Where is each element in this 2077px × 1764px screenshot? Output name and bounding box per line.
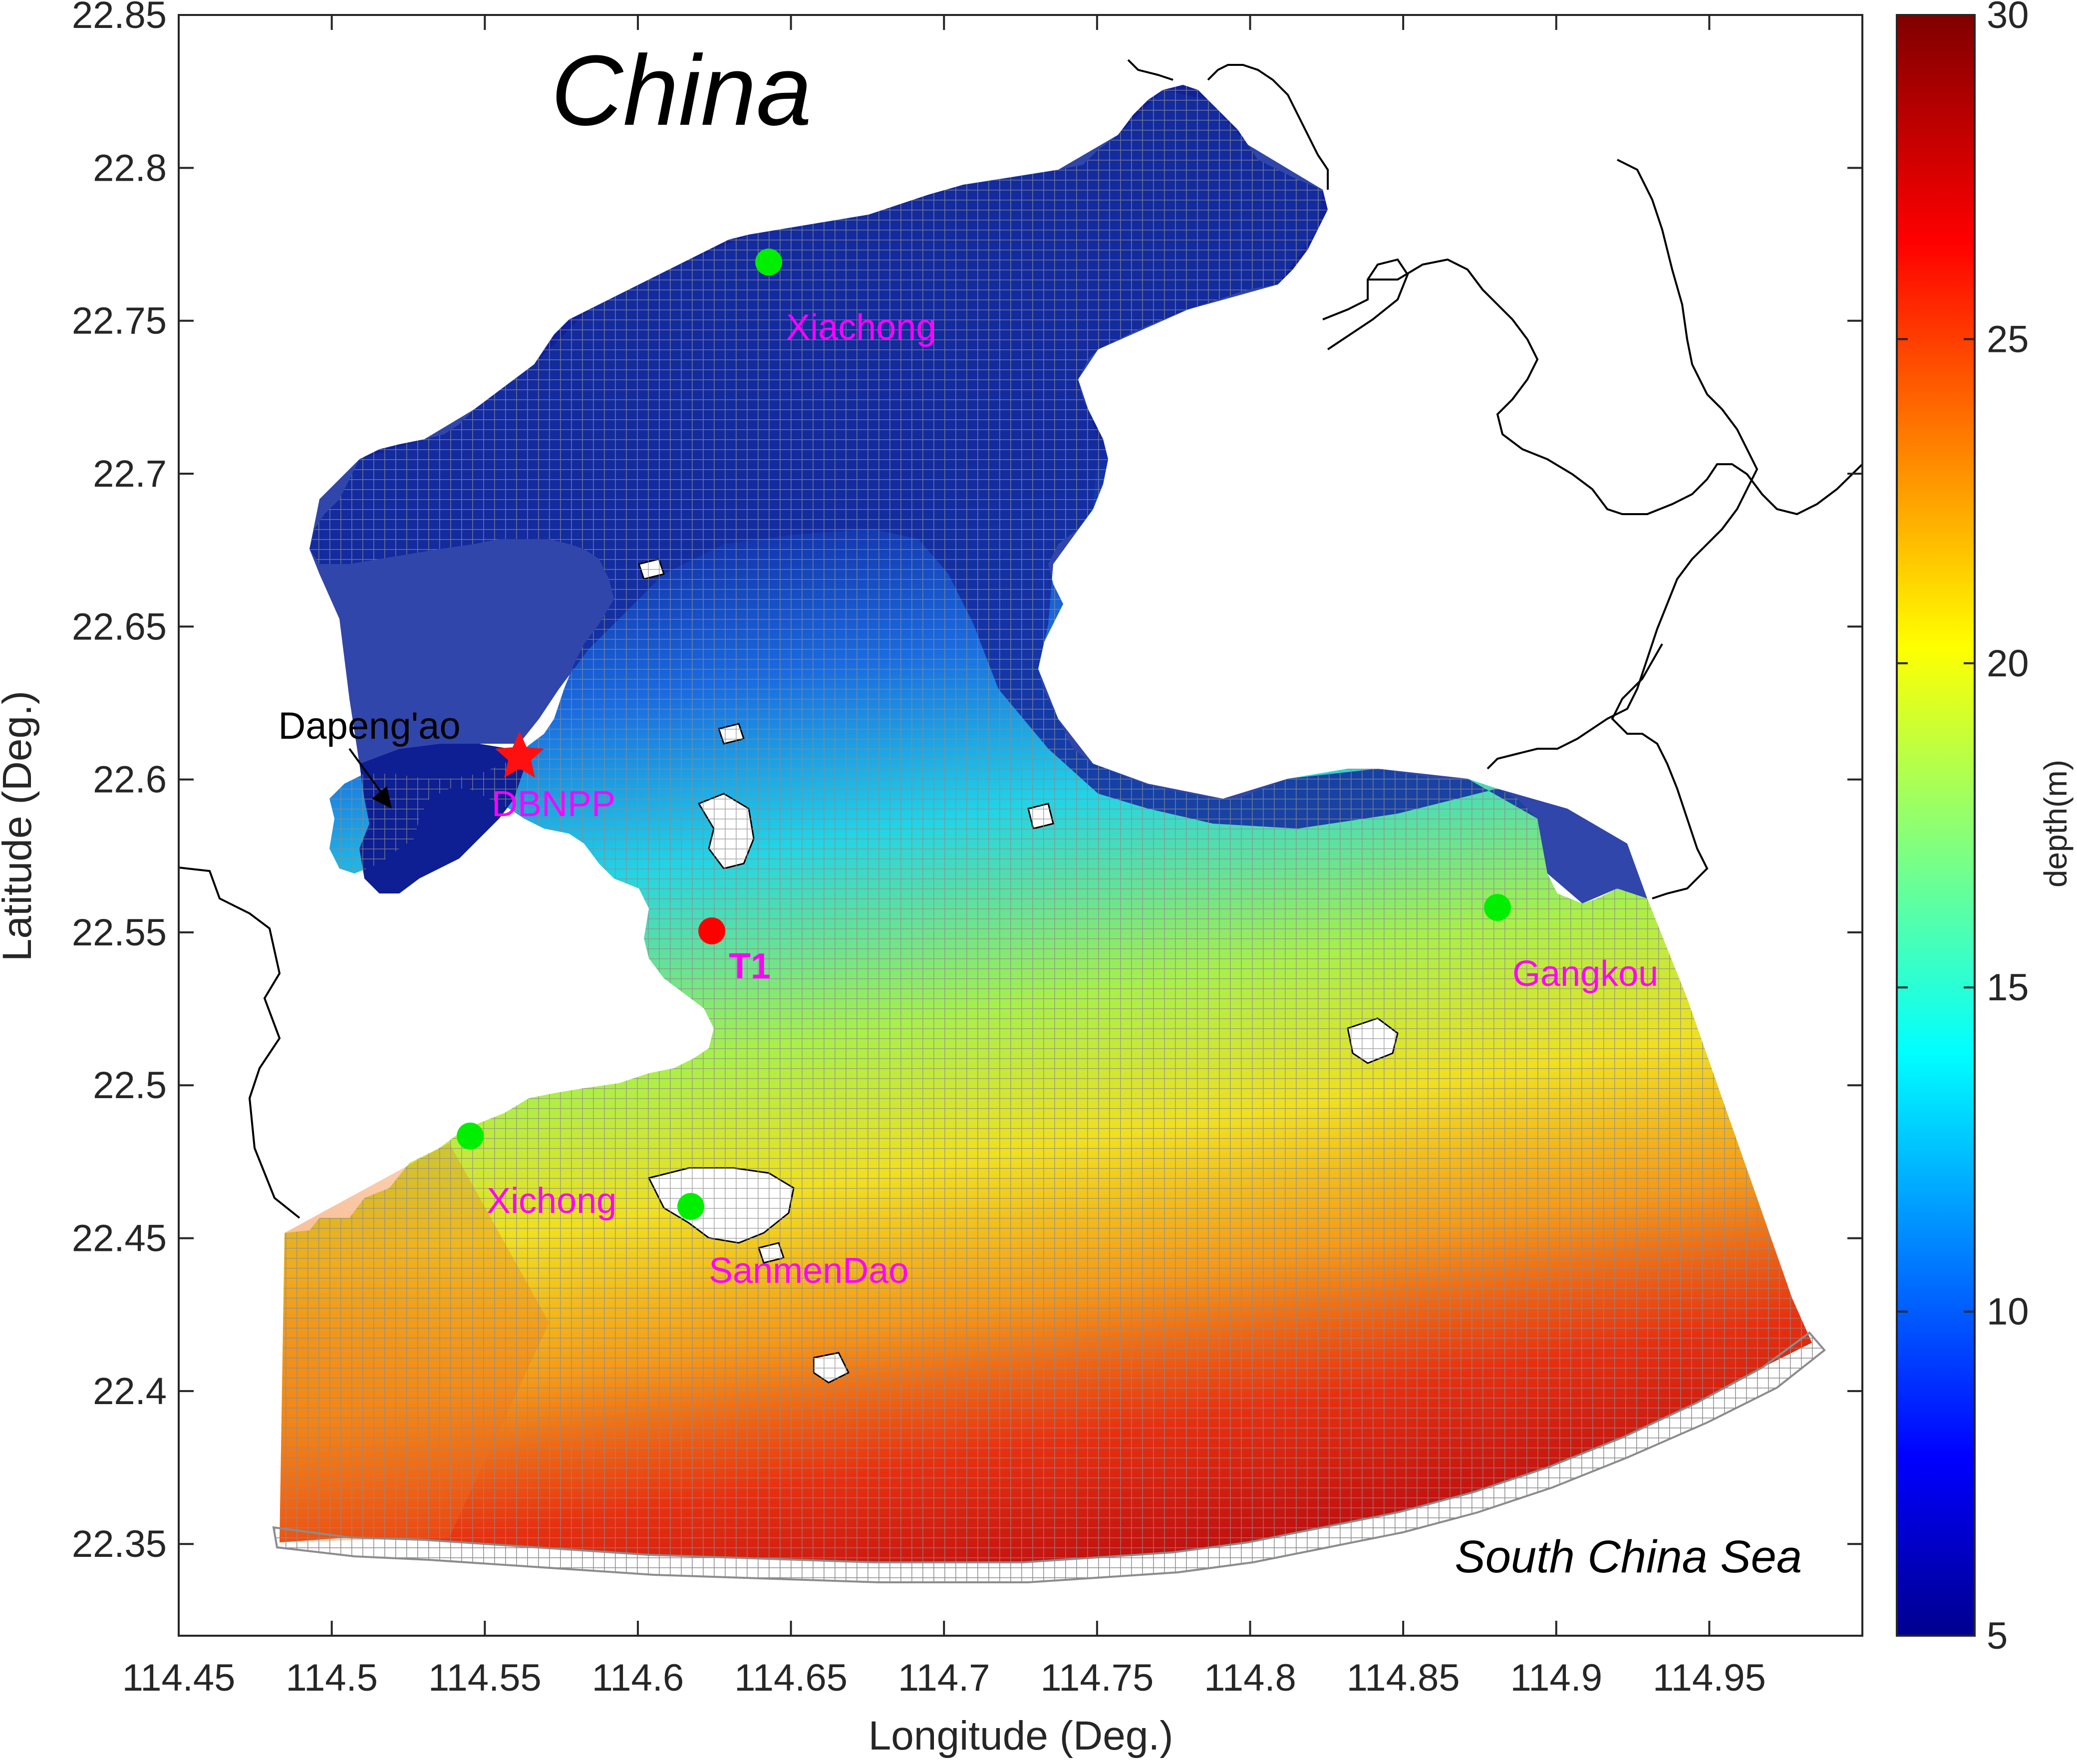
x-axis-label: Longitude (Deg.) bbox=[869, 1713, 1174, 1759]
gangkou-marker bbox=[1484, 894, 1511, 921]
y-tick-label: 22.6 bbox=[93, 759, 167, 801]
x-tick-label: 114.55 bbox=[428, 1657, 542, 1699]
y-tick-label: 22.7 bbox=[93, 453, 167, 495]
colorbar-label: depth(m) bbox=[2038, 760, 2074, 887]
y-axis: 22.35 22.4 22.45 22.5 22.55 22.6 22.65 22.7 22.7… bbox=[72, 0, 1862, 1565]
y-tick-label: 22.8 bbox=[93, 147, 167, 189]
x-tick-label: 114.65 bbox=[734, 1657, 848, 1699]
colorbar-tick-label: 30 bbox=[1987, 0, 2029, 36]
x-tick-label: 114.9 bbox=[1510, 1657, 1602, 1699]
sanmendao-marker bbox=[677, 1193, 704, 1220]
open-boundary-cells bbox=[272, 1331, 1826, 1583]
y-tick-label: 22.85 bbox=[72, 0, 167, 36]
x-tick-label: 114.95 bbox=[1653, 1657, 1766, 1699]
y-tick-label: 22.35 bbox=[72, 1523, 167, 1565]
xiachong-marker bbox=[755, 249, 782, 276]
colorbar-tick-label: 20 bbox=[1987, 642, 2029, 685]
colorbar-tick-label: 25 bbox=[1987, 318, 2029, 360]
y-tick-label: 22.55 bbox=[72, 911, 167, 954]
x-tick-label: 114.85 bbox=[1347, 1657, 1460, 1699]
y-tick-label: 22.65 bbox=[72, 605, 167, 648]
station-markers bbox=[457, 249, 1511, 1220]
dapengao-arrow-head bbox=[372, 786, 392, 809]
x-tick-label: 114.45 bbox=[122, 1657, 236, 1699]
x-tick-label: 114.75 bbox=[1040, 1657, 1154, 1699]
china-label: China bbox=[551, 35, 812, 146]
xiachong-label: Xiachong bbox=[786, 307, 936, 347]
south-china-sea-label: South China Sea bbox=[1455, 1531, 1802, 1582]
xichong-label: Xichong bbox=[487, 1181, 616, 1221]
y-tick-label: 22.4 bbox=[93, 1370, 167, 1413]
x-tick-label: 114.7 bbox=[898, 1657, 990, 1699]
x-tick-label: 114.5 bbox=[286, 1657, 378, 1699]
dbnpp-star-icon bbox=[495, 731, 544, 778]
dbnpp-label: DBNPP bbox=[492, 784, 615, 824]
model-grid-mesh bbox=[280, 85, 1812, 1562]
gangkou-label: Gangkou bbox=[1512, 954, 1658, 994]
colorbar-tick-label: 15 bbox=[1987, 966, 2029, 1009]
y-tick-label: 22.5 bbox=[93, 1064, 167, 1107]
t1-label: T1 bbox=[729, 946, 771, 986]
colorbar bbox=[1896, 14, 1976, 1637]
x-tick-label: 114.8 bbox=[1204, 1657, 1296, 1699]
dapengao-label: Dapeng'ao bbox=[278, 705, 460, 747]
colorbar-tick-label: 5 bbox=[1987, 1615, 2008, 1657]
colorbar-ticks: 5 10 15 20 25 30 bbox=[1897, 0, 2029, 1657]
coastlines bbox=[179, 59, 1862, 1219]
y-tick-label: 22.75 bbox=[72, 300, 167, 342]
axes-frame bbox=[178, 14, 1863, 1637]
sanmendao-label: SanmenDao bbox=[709, 1251, 908, 1291]
station-labels: Xiachong Gangkou Xichong SanmenDao T1 DB… bbox=[487, 307, 1658, 1291]
t1-marker bbox=[698, 917, 725, 944]
y-axis-label: Latitude (Deg.) bbox=[0, 691, 40, 961]
xichong-marker bbox=[457, 1123, 484, 1150]
x-tick-label: 114.6 bbox=[592, 1657, 684, 1699]
x-axis: 114.45 114.5 114.55 114.6 114.65 114.7 114.75 1… bbox=[122, 15, 1766, 1699]
y-tick-label: 22.45 bbox=[72, 1217, 167, 1260]
colorbar-tick-label: 10 bbox=[1987, 1291, 2029, 1333]
